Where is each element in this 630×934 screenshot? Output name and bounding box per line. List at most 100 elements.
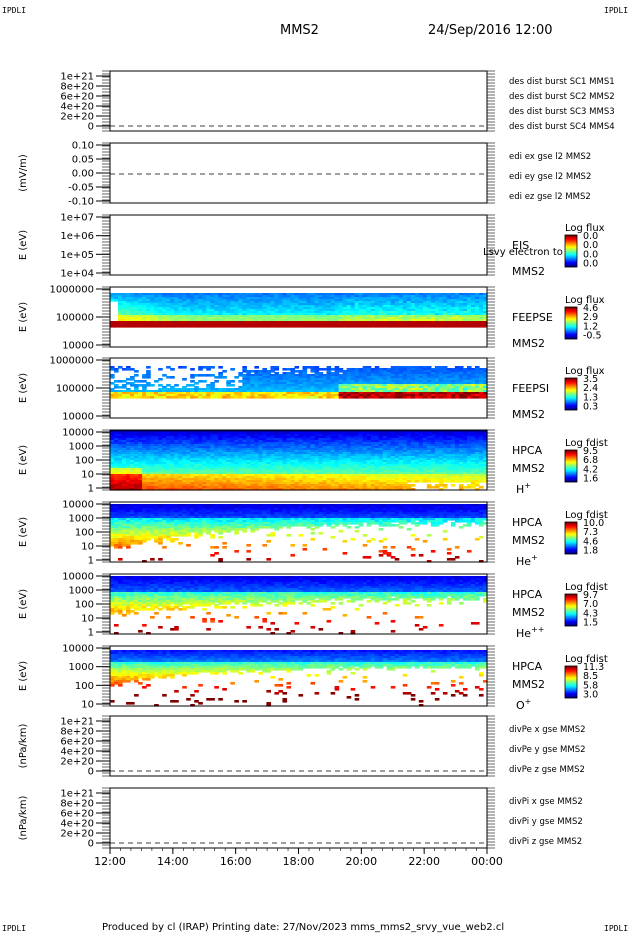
spectrogram-cell: [118, 430, 123, 433]
spectrogram-cell: [114, 446, 119, 449]
spectrogram-cell: [346, 307, 352, 310]
spectrogram-cell: [422, 299, 428, 302]
y-tick-label: 4e+20: [60, 102, 94, 113]
spectrogram-cell: [466, 319, 472, 322]
spectrogram-cell: [394, 303, 400, 306]
spectrogram-cell: [458, 386, 464, 389]
spectrogram-cell: [222, 486, 227, 489]
spectrogram-cell: [322, 388, 328, 391]
spectrogram-cell: [342, 299, 348, 302]
spectrogram-cell: [382, 376, 388, 379]
spectrogram-cell: [182, 478, 187, 481]
spectrogram-cell: [386, 303, 392, 306]
spectrogram-cell: [206, 366, 211, 369]
spectrogram-cell: [470, 384, 476, 387]
spectrogram-cell: [114, 432, 119, 435]
spectrogram-cell: [374, 366, 380, 369]
spectrogram-cell: [146, 299, 151, 302]
spectrogram-cell: [322, 299, 328, 302]
spectrogram-cell: [330, 394, 336, 397]
spectrogram-cell: [270, 444, 276, 447]
spectrogram-cell: [194, 450, 199, 453]
spectrogram-cell: [158, 456, 163, 459]
spectrogram-cell: [326, 452, 332, 455]
spectrogram-cell: [242, 450, 247, 453]
spectrogram-cell: [294, 321, 300, 324]
spectrogram-cell: [238, 299, 243, 302]
spectrogram-cell: [298, 303, 304, 306]
spectrogram-cell: [186, 305, 191, 308]
spectrogram-cell: [350, 372, 356, 375]
spectrogram-cell: [166, 476, 171, 479]
spectrogram-cell: [214, 293, 219, 296]
spectrogram-cell: [138, 488, 143, 491]
spectrogram-cell: [366, 297, 372, 300]
spectrogram-cell: [326, 488, 332, 491]
spectrogram-cell: [322, 325, 328, 328]
spectrogram-cell: [474, 394, 480, 397]
spectrogram-cell: [222, 323, 227, 326]
spectrogram-cell: [478, 384, 484, 387]
spectrogram-cell: [198, 303, 203, 306]
spectrogram-cell: [182, 299, 187, 302]
spectrogram-cell: [230, 438, 235, 441]
spectrogram-cell: [462, 293, 468, 296]
spectrogram-cell: [458, 376, 464, 379]
spectrogram-cell: [346, 317, 352, 320]
spectrogram-cell: [258, 323, 263, 326]
spectrogram-cell: [406, 366, 412, 369]
spectrogram-cell: [382, 301, 388, 304]
spectrogram-cell: [158, 468, 163, 471]
spectrogram-cell: [274, 301, 280, 304]
spectrogram-cell: [178, 430, 183, 433]
spectrogram-cell: [198, 448, 203, 451]
spectrogram-cell: [194, 464, 199, 467]
spectrogram-cell: [258, 478, 263, 481]
spectrogram-cell: [210, 474, 215, 477]
spectrogram-cell: [118, 313, 123, 316]
spectrogram-cell: [434, 392, 440, 395]
spectrogram-cell: [174, 486, 179, 489]
spectrogram-cell: [310, 392, 316, 395]
spectrogram-cell: [442, 309, 448, 312]
spectrogram-cell: [246, 382, 251, 385]
spectrogram-cell: [206, 450, 211, 453]
spectrogram-cell: [338, 388, 344, 391]
spectrogram-cell: [282, 434, 288, 437]
spectrogram-cell: [214, 311, 219, 314]
spectrogram-cell: [330, 466, 336, 469]
spectrogram-cell: [306, 321, 312, 324]
spectrogram-cell: [198, 476, 203, 479]
spectrogram-cell: [154, 396, 159, 399]
spectrogram-cell: [166, 313, 171, 316]
spectrogram-cell: [126, 448, 131, 451]
spectrogram-cell: [138, 392, 143, 395]
spectrogram-cell: [254, 325, 259, 328]
spectrogram-cell: [210, 317, 215, 320]
spectrogram-cell: [226, 432, 231, 435]
spectrogram-cell: [394, 325, 400, 328]
spectrogram-cell: [142, 440, 147, 443]
spectrogram-cell: [418, 303, 424, 306]
spectrogram-cell: [118, 366, 123, 369]
spectrogram-cell: [226, 384, 231, 387]
spectrogram-cell: [286, 486, 292, 489]
spectrogram-cell: [470, 301, 476, 304]
spectrogram-cell: [190, 436, 195, 439]
spectrogram-cell: [326, 468, 332, 471]
spectrogram-cell: [190, 390, 195, 393]
spectrogram-cell: [150, 464, 155, 467]
spectrogram-cell: [322, 434, 328, 437]
spectrogram-cell: [354, 299, 360, 302]
spectrogram-cell: [298, 462, 304, 465]
spectrogram-cell: [214, 478, 219, 481]
spectrogram-cell: [238, 468, 243, 471]
spectrogram-cell: [346, 321, 352, 324]
spectrogram-cell: [390, 317, 396, 320]
spectrogram-cell: [466, 382, 472, 385]
spectrogram-cell: [434, 319, 440, 322]
spectrogram-cell: [450, 392, 456, 395]
spectrogram-cell: [190, 430, 195, 433]
spectrogram-cell: [390, 319, 396, 322]
spectrogram-cell: [366, 309, 372, 312]
